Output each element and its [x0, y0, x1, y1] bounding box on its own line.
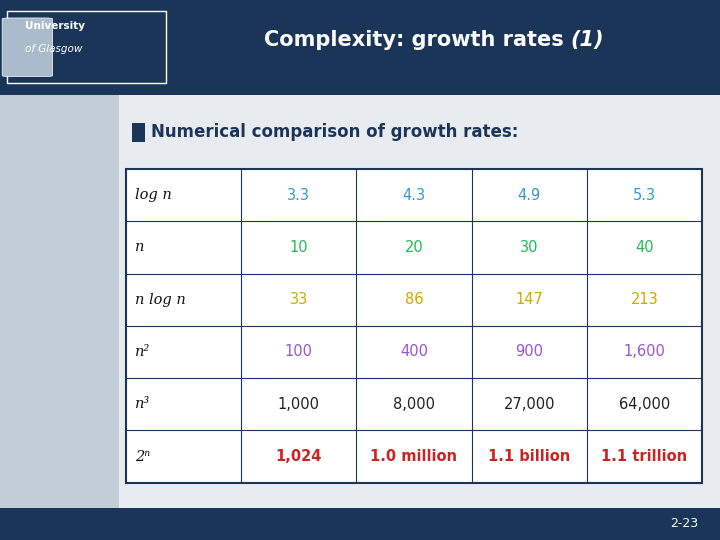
Text: log n: log n [135, 188, 171, 202]
Text: 213: 213 [631, 292, 658, 307]
Text: 1,000: 1,000 [278, 397, 320, 412]
Text: 2ⁿ: 2ⁿ [135, 450, 150, 464]
Text: Numerical comparison of growth rates:: Numerical comparison of growth rates: [151, 123, 518, 141]
Text: n³: n³ [135, 397, 150, 411]
Text: 2-23: 2-23 [670, 517, 698, 530]
Text: Complexity: growth rates: Complexity: growth rates [264, 30, 571, 50]
Text: n²: n² [135, 345, 150, 359]
Text: 1.0 million: 1.0 million [371, 449, 457, 464]
Text: 1.1 trillion: 1.1 trillion [601, 449, 688, 464]
Text: 100: 100 [285, 345, 312, 360]
Text: 86: 86 [405, 292, 423, 307]
Text: 1,600: 1,600 [624, 345, 665, 360]
FancyBboxPatch shape [0, 94, 119, 508]
Text: University: University [25, 22, 85, 31]
Text: of Glasgow: of Glasgow [25, 44, 83, 54]
Text: 8,000: 8,000 [393, 397, 435, 412]
Text: 40: 40 [635, 240, 654, 255]
Text: 3.3: 3.3 [287, 187, 310, 202]
Text: 4.9: 4.9 [518, 187, 541, 202]
Text: 10: 10 [289, 240, 308, 255]
Text: n log n: n log n [135, 293, 185, 307]
Text: 4.3: 4.3 [402, 187, 426, 202]
Text: 147: 147 [516, 292, 543, 307]
Text: 33: 33 [289, 292, 308, 307]
Text: 1.1 billion: 1.1 billion [488, 449, 570, 464]
FancyBboxPatch shape [126, 169, 702, 483]
FancyBboxPatch shape [132, 124, 145, 142]
Text: 400: 400 [400, 345, 428, 360]
Text: 64,000: 64,000 [618, 397, 670, 412]
Text: 900: 900 [516, 345, 543, 360]
Text: 20: 20 [405, 240, 423, 255]
FancyBboxPatch shape [2, 18, 53, 77]
Text: 27,000: 27,000 [503, 397, 555, 412]
Text: 5.3: 5.3 [633, 187, 656, 202]
FancyBboxPatch shape [119, 94, 720, 508]
Text: 1,024: 1,024 [276, 449, 322, 464]
Text: n: n [135, 240, 144, 254]
Text: 30: 30 [520, 240, 539, 255]
Text: (1): (1) [570, 30, 603, 50]
